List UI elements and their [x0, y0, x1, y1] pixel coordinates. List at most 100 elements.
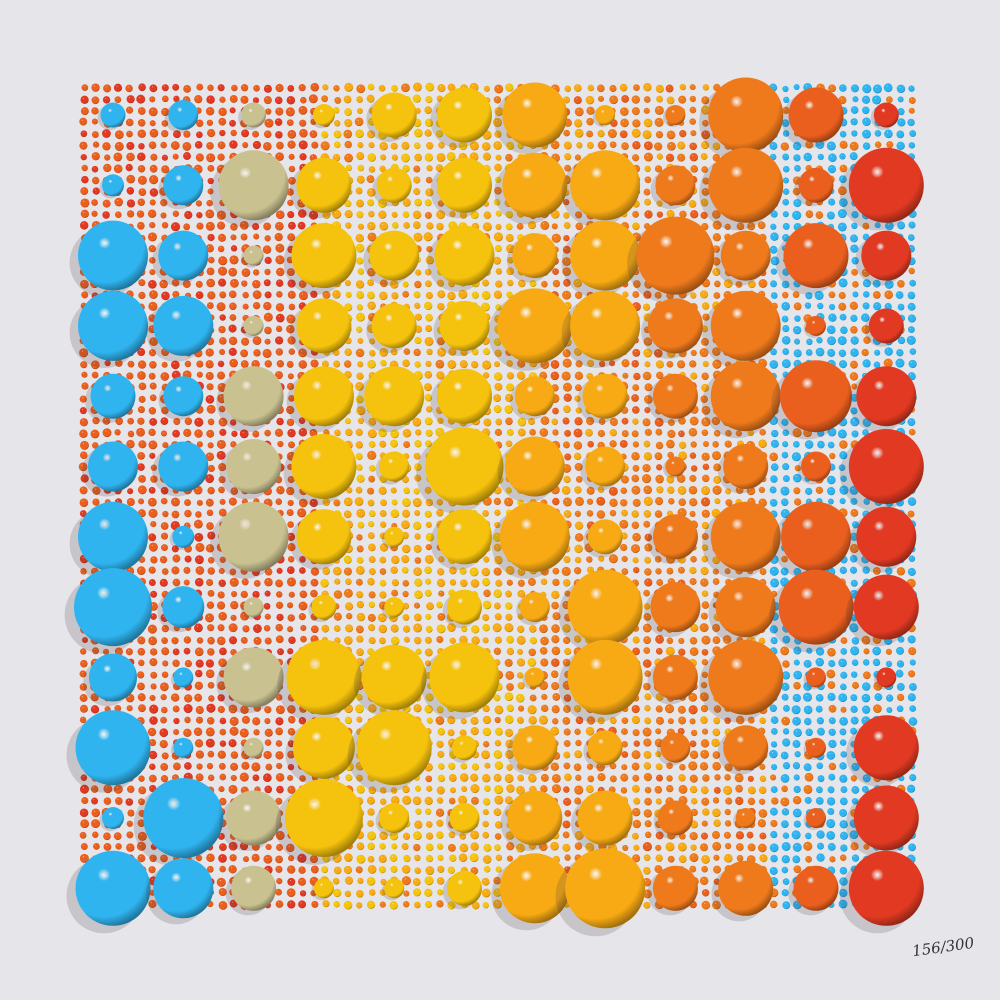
- small-sphere: [159, 279, 168, 289]
- small-sphere: [355, 129, 364, 139]
- small-sphere: [517, 428, 526, 437]
- small-sphere: [805, 487, 813, 495]
- small-sphere: [424, 589, 432, 597]
- small-sphere: [815, 347, 825, 357]
- small-sphere: [713, 430, 721, 437]
- small-sphere: [839, 808, 848, 817]
- small-sphere: [413, 704, 422, 713]
- small-sphere: [666, 130, 676, 140]
- small-sphere: [425, 843, 434, 852]
- small-sphere: [702, 313, 710, 321]
- small-sphere: [286, 509, 294, 517]
- small-sphere: [148, 533, 157, 542]
- small-sphere: [598, 555, 605, 562]
- small-sphere: [712, 153, 721, 162]
- small-sphere: [137, 854, 146, 863]
- small-sphere: [665, 153, 675, 162]
- small-sphere: [379, 347, 389, 357]
- small-sphere: [229, 726, 239, 736]
- small-sphere: [403, 221, 410, 229]
- small-sphere: [826, 797, 836, 806]
- small-sphere: [852, 291, 859, 298]
- small-sphere: [551, 773, 561, 783]
- small-sphere: [587, 359, 595, 367]
- small-sphere: [654, 555, 662, 563]
- small-sphere: [447, 843, 456, 852]
- small-sphere: [459, 635, 468, 645]
- small-sphere: [631, 394, 639, 402]
- small-sphere: [689, 153, 699, 162]
- small-sphere: [356, 152, 365, 161]
- small-sphere: [839, 84, 847, 92]
- small-sphere: [127, 360, 135, 368]
- small-sphere: [573, 635, 582, 643]
- small-sphere: [644, 543, 653, 552]
- small-sphere: [505, 440, 513, 448]
- small-sphere: [356, 785, 365, 794]
- small-sphere: [424, 370, 433, 379]
- small-sphere: [367, 279, 375, 287]
- small-sphere: [242, 291, 249, 299]
- small-sphere: [424, 660, 432, 667]
- small-sphere: [699, 762, 709, 771]
- small-sphere: [127, 809, 135, 817]
- small-sphere: [711, 738, 720, 747]
- small-sphere: [793, 498, 802, 506]
- small-sphere: [253, 636, 262, 645]
- small-sphere: [253, 233, 260, 240]
- small-sphere: [702, 360, 709, 367]
- small-sphere: [286, 486, 295, 496]
- small-sphere: [413, 176, 421, 184]
- small-sphere: [172, 290, 180, 298]
- small-sphere: [676, 360, 686, 369]
- small-sphere: [482, 614, 490, 622]
- small-sphere: [552, 407, 559, 415]
- small-sphere: [149, 337, 158, 346]
- small-sphere: [297, 508, 307, 518]
- small-sphere: [252, 774, 260, 782]
- small-sphere: [849, 623, 859, 633]
- small-sphere: [219, 843, 227, 851]
- small-sphere: [412, 521, 422, 530]
- small-sphere: [459, 211, 468, 219]
- small-sphere: [494, 382, 503, 391]
- small-sphere: [299, 556, 306, 563]
- small-sphere: [310, 290, 318, 298]
- small-sphere: [493, 567, 502, 576]
- small-sphere: [782, 441, 789, 448]
- small-sphere: [574, 830, 584, 840]
- small-sphere: [287, 648, 294, 655]
- small-sphere: [495, 176, 502, 183]
- small-sphere: [241, 715, 250, 724]
- small-sphere: [240, 705, 249, 714]
- small-sphere: [713, 717, 721, 725]
- small-sphere: [574, 544, 583, 554]
- small-sphere: [114, 197, 124, 207]
- small-sphere: [275, 210, 285, 220]
- small-sphere: [136, 841, 146, 851]
- small-sphere: [838, 291, 846, 300]
- small-sphere: [792, 325, 802, 335]
- small-sphere: [678, 855, 687, 864]
- small-sphere: [251, 853, 260, 862]
- small-sphere: [276, 267, 285, 277]
- small-sphere: [562, 578, 571, 587]
- small-sphere: [390, 624, 399, 633]
- small-sphere: [666, 439, 675, 449]
- small-sphere: [850, 314, 858, 322]
- small-sphere: [506, 842, 515, 851]
- small-sphere: [345, 164, 353, 172]
- small-sphere: [138, 142, 145, 150]
- small-sphere: [391, 84, 398, 92]
- small-sphere: [838, 658, 847, 668]
- small-sphere: [711, 416, 721, 426]
- small-sphere: [494, 795, 504, 805]
- small-sphere: [172, 429, 180, 438]
- small-sphere: [160, 417, 169, 426]
- small-sphere: [80, 819, 90, 829]
- small-sphere: [275, 751, 284, 760]
- small-sphere: [609, 717, 617, 724]
- small-sphere: [459, 579, 468, 587]
- small-sphere: [287, 555, 295, 563]
- small-sphere: [287, 499, 294, 507]
